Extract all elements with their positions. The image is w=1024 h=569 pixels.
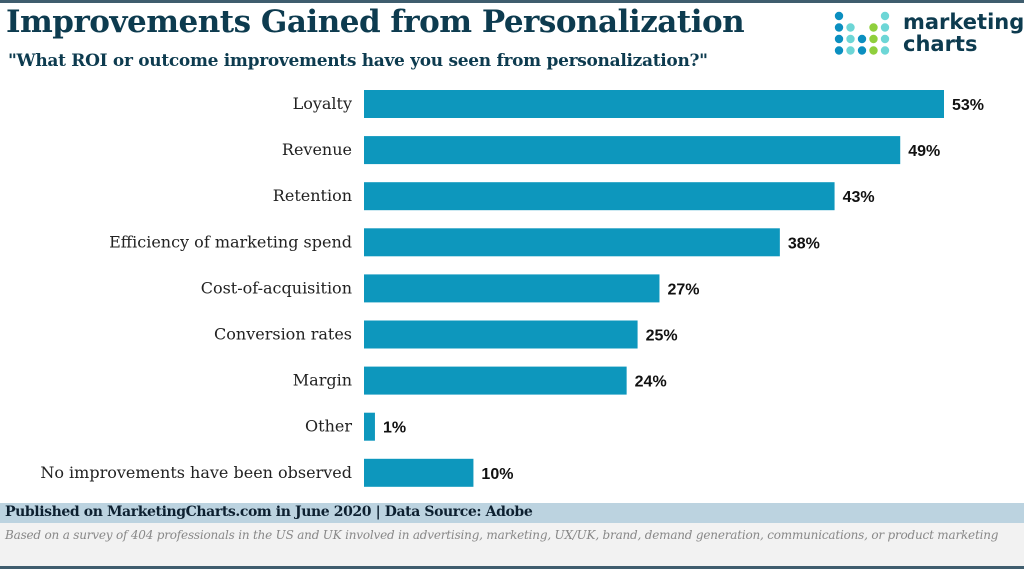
category-label: Revenue (282, 140, 352, 159)
bar-chart: Loyalty 53% Revenue 49% Retention 43% Efficien… (40, 90, 984, 487)
logo-dot (846, 23, 855, 32)
logo-dot (857, 46, 867, 55)
logo-dot (869, 34, 878, 44)
category-label: Retention (273, 186, 352, 205)
value-label: 10% (481, 466, 513, 483)
chart-title: Improvements Gained from Personalization (6, 4, 745, 40)
category-label: Cost-of-acquisition (201, 278, 352, 297)
value-label: 53% (952, 97, 984, 114)
category-label: Conversion rates (214, 325, 352, 344)
category-label: Other (305, 417, 352, 436)
logo-word: charts (903, 32, 978, 56)
logo-dot (880, 34, 890, 44)
category-label: Efficiency of marketing spend (109, 232, 352, 251)
bar (364, 136, 901, 165)
logo-dot (857, 34, 867, 44)
logo-dot (834, 34, 844, 44)
note-band: Based on a survey of 404 professionals i… (0, 523, 1024, 569)
published-text: Published on MarketingCharts.com in June… (5, 504, 533, 520)
top-border (0, 0, 1024, 3)
logo-dot (846, 34, 855, 44)
logo-dot (880, 46, 890, 55)
logo-dot (834, 23, 844, 32)
bar (364, 182, 835, 211)
value-label: 38% (788, 235, 820, 252)
value-label: 25% (646, 328, 678, 345)
logo-dot (846, 46, 855, 55)
value-label: 1% (383, 420, 406, 437)
bar (364, 228, 780, 257)
published-band: Published on MarketingCharts.com in June… (0, 503, 1024, 523)
logo-dot (834, 11, 844, 21)
category-label: No improvements have been observed (40, 463, 352, 482)
category-label: Margin (293, 371, 352, 390)
bar (364, 90, 944, 118)
logo-text: marketing charts (903, 11, 1024, 55)
survey-note: Based on a survey of 404 professionals i… (5, 528, 999, 542)
bar (364, 366, 627, 395)
value-label: 43% (843, 189, 875, 206)
bar (364, 458, 474, 487)
logo-dot (834, 46, 844, 55)
value-label: 27% (667, 281, 699, 298)
value-label: 24% (635, 374, 667, 391)
category-label: Loyalty (293, 94, 352, 113)
chart-subtitle: "What ROI or outcome improvements have y… (8, 51, 708, 71)
logo-dot (869, 23, 878, 32)
logo-dot (869, 46, 878, 55)
logo-dot (880, 11, 890, 21)
logo-word: marketing (903, 10, 1024, 34)
value-label: 49% (908, 143, 940, 160)
bar (364, 274, 660, 303)
logo-dot (880, 23, 890, 32)
marketingcharts-logo-icon (834, 11, 890, 55)
bar (364, 320, 638, 349)
bar (364, 412, 375, 441)
